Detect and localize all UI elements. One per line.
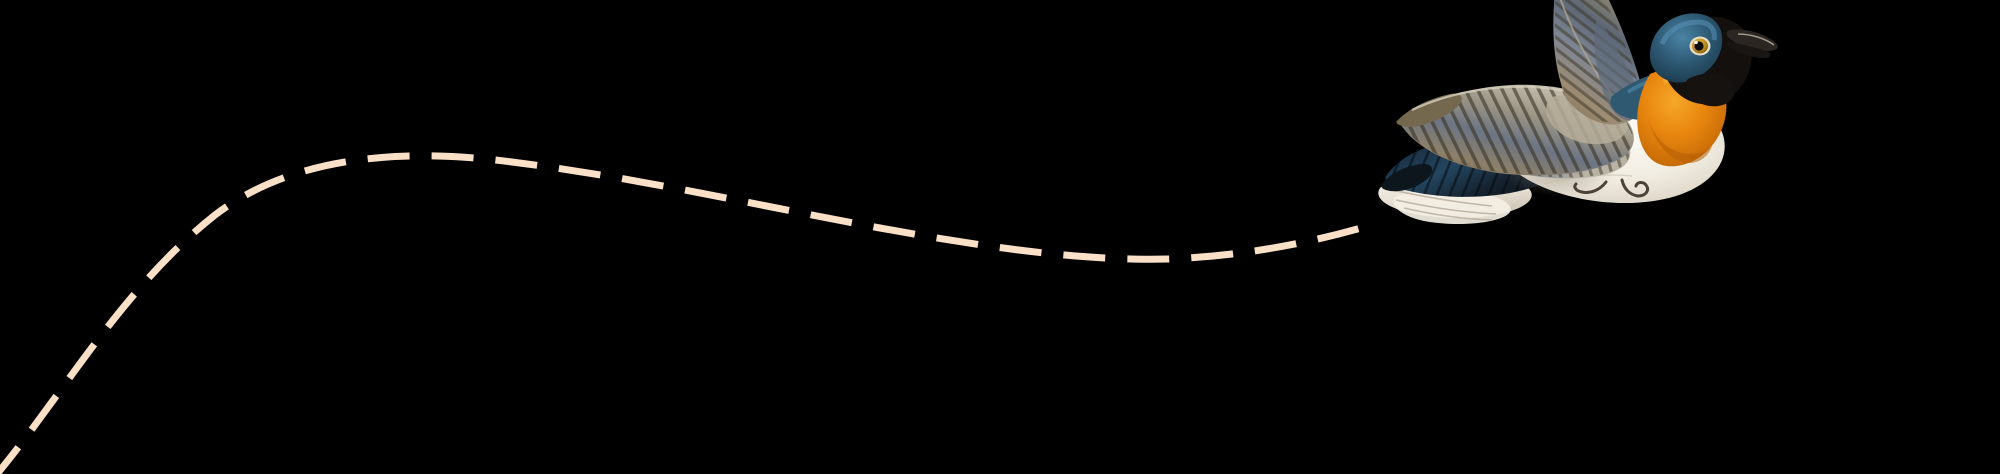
- bird-beak: [1725, 29, 1778, 59]
- bird-head: [1650, 13, 1778, 107]
- wing-main-tip: [1396, 93, 1462, 127]
- eye-catchlight: [1694, 40, 1698, 45]
- tail-white-tip-lower: [1393, 189, 1511, 225]
- head-crown-highlight: [1659, 19, 1717, 46]
- foot-left: [1580, 180, 1608, 194]
- beak-lower: [1725, 42, 1771, 59]
- beak-upper: [1726, 29, 1778, 52]
- flight-trail: [0, 152, 1369, 474]
- flight-trail-path: [0, 152, 1369, 474]
- tail-fork-black: [1381, 163, 1433, 192]
- breast-orange-shadow: [1648, 118, 1712, 164]
- tail-tip-shaft-lines: [1391, 189, 1497, 221]
- bird-feet: [1573, 178, 1650, 198]
- foot-left-claw: [1573, 182, 1584, 194]
- bird-eye: [1689, 36, 1711, 56]
- beak-highlight: [1737, 33, 1775, 46]
- foot-right-curl: [1634, 181, 1650, 198]
- foot-right-leg: [1620, 178, 1640, 198]
- bird-swallow: [1378, 0, 1778, 225]
- head-nape-black: [1685, 73, 1735, 107]
- head-crown-blue: [1650, 13, 1723, 83]
